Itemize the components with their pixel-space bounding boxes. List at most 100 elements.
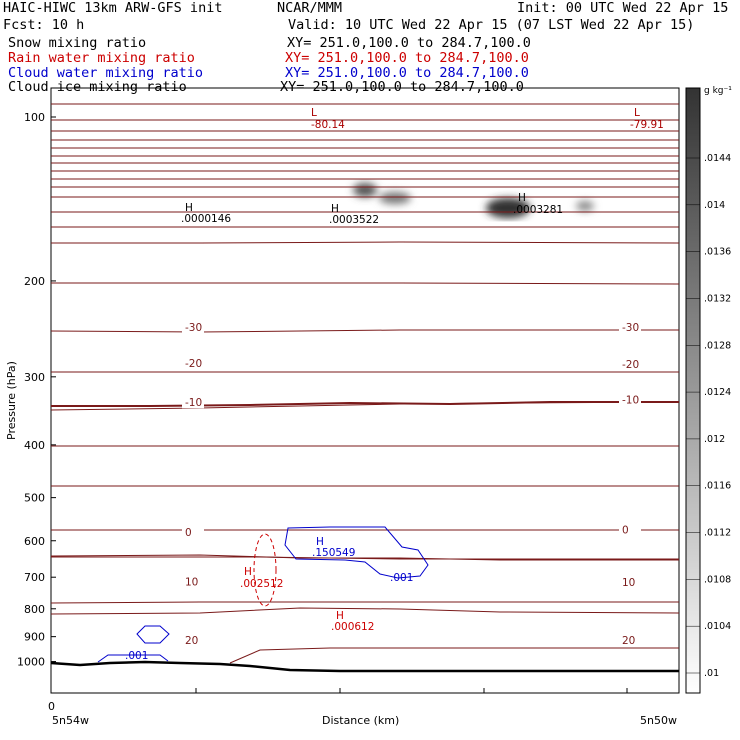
y-tick-label: 1000 [17, 656, 45, 669]
isotherm-label-bg [182, 633, 204, 646]
ice-patch [353, 183, 377, 197]
extremum-symbol: H [336, 610, 344, 622]
colorbar-tick-label: .012 [704, 434, 725, 445]
colorbar [685, 87, 701, 694]
extremum-symbol: H [518, 192, 526, 204]
org-label: NCAR/MMM [277, 0, 343, 16]
x-axis-title: Distance (km) [322, 714, 399, 727]
extremum-symbol: H [316, 536, 324, 548]
isotherm-label-bg [182, 525, 204, 538]
y-tick-label: 500 [24, 492, 45, 505]
isotherm-line [51, 241, 680, 244]
forecast-hour: Fcst: 10 h [3, 17, 85, 33]
colorbar-tick-label: .0128 [704, 340, 731, 351]
isotherm-label-bg [619, 575, 641, 588]
colorbar-tick-label: .01 [704, 668, 719, 679]
y-tick-label: 800 [24, 603, 45, 616]
y-tick-label: 300 [24, 371, 45, 384]
y-tick-label: 900 [24, 631, 45, 644]
contour-label: .001 [390, 572, 413, 584]
y-tick-label: 100 [24, 111, 45, 124]
extremum-symbol: L [634, 107, 640, 119]
x-right-label: 5n50w [640, 714, 677, 727]
contour-label: .001 [125, 650, 148, 662]
x-zero-label: 0 [48, 700, 55, 713]
extremum-value: .0003281 [513, 204, 563, 216]
isotherm-label-bg [619, 393, 641, 406]
isotherm-label: -20 [185, 358, 202, 370]
isotherm-line [50, 554, 679, 561]
field-name: Cloud water mixing ratio [8, 65, 204, 81]
colorbar-tick-label: .014 [704, 200, 725, 211]
isotherm-label: -30 [185, 322, 202, 334]
colorbar-tick-label: .0108 [704, 574, 731, 585]
extremum-value: .0003522 [329, 214, 379, 226]
cloud-water-contour [97, 654, 169, 663]
extrema-labels: L -80.14 L -79.91 H .0000146 H .0003522 … [125, 107, 664, 662]
y-tick-label: 400 [24, 439, 45, 452]
isotherm-line [50, 601, 679, 604]
isotherm-label-bg [182, 575, 204, 588]
isotherm-label-bg [182, 357, 204, 370]
colorbar-tick-label: .0112 [704, 528, 731, 539]
y-tick-label: 700 [24, 571, 45, 584]
isotherm-line [50, 329, 679, 333]
isotherm-label: 10 [185, 577, 198, 589]
rain-water-contour [253, 533, 277, 607]
field-xy: XY= 251.0,100.0 to 284.7,100.0 [285, 50, 529, 66]
freezing-level-line [51, 401, 679, 407]
y-tick-label: 200 [24, 275, 45, 288]
isotherm-label: 0 [185, 527, 192, 539]
field-xy: XY= 251.0,100.0 to 284.7,100.0 [280, 79, 524, 95]
ice-patch [486, 198, 530, 218]
isotherm-label-bg [619, 634, 641, 647]
isotherm-label-bg [182, 320, 204, 333]
extremum-symbol: H [244, 566, 252, 578]
y-tick-label: 600 [24, 535, 45, 548]
isotherm-labels: -30 -30 -20 -20 -10 -10 0 0 10 10 20 20 [182, 320, 641, 647]
colorbar-unit: g kg⁻¹ [704, 86, 732, 96]
extremum-value: .002512 [240, 578, 283, 590]
ice-patch [576, 201, 594, 211]
colorbar-tick-label: .0132 [704, 293, 731, 304]
y-axis-title: Pressure (hPa) [5, 361, 18, 440]
extremum-symbol: H [331, 203, 339, 215]
isotherm-line [229, 647, 679, 664]
cloud-water-contour [136, 625, 170, 644]
isotherm-label: -20 [622, 359, 639, 371]
isotherm-label: 10 [622, 577, 635, 589]
isotherm-label-bg [619, 320, 641, 333]
field-xy: XY= 251.0,100.0 to 284.7,100.0 [287, 35, 531, 51]
field-name: Rain water mixing ratio [8, 50, 195, 66]
field-name: Snow mixing ratio [8, 35, 147, 51]
model-title: HAIC-HIWC 13km ARW-GFS init [3, 0, 223, 16]
isotherm-label: -30 [622, 322, 639, 334]
isotherm-line [51, 282, 680, 285]
extremum-value: .150549 [312, 547, 355, 559]
isotherm-label: 0 [622, 524, 629, 536]
isotherm-line [50, 607, 680, 615]
plot-frame [50, 87, 680, 694]
ice-patch [379, 192, 411, 204]
isotherm-label-bg [182, 396, 204, 409]
isotherm-label: 20 [185, 635, 198, 647]
init-time: Init: 00 UTC Wed 22 Apr 15 [517, 0, 729, 16]
valid-time: Valid: 10 UTC Wed 22 Apr 15 (07 LST Wed … [288, 17, 695, 33]
colorbar-ticks: .0144 .014 .0136 .0132 .0128 .0124 .012 .0116 .0… [686, 153, 731, 679]
extremum-value: -79.91 [630, 119, 664, 131]
cloud-ice-shading [353, 183, 594, 218]
isotherm-label: -10 [185, 397, 202, 409]
colorbar-tick-label: .0136 [704, 247, 731, 258]
extremum-symbol: L [311, 107, 317, 119]
colorbar-tick-label: .0116 [704, 481, 731, 492]
colorbar-tick-label: .0144 [704, 153, 731, 164]
isotherm-lines [50, 103, 680, 664]
extremum-symbol: H [185, 202, 193, 214]
x-left-label: 5n54w [52, 714, 89, 727]
y-axis: 100 200 300 400 500 600 700 800 900 1000 [17, 111, 56, 669]
extremum-value: .0000146 [181, 213, 231, 225]
extremum-value: -80.14 [311, 119, 345, 131]
field-xy: XY= 251.0,100.0 to 284.7,100.0 [285, 65, 529, 81]
